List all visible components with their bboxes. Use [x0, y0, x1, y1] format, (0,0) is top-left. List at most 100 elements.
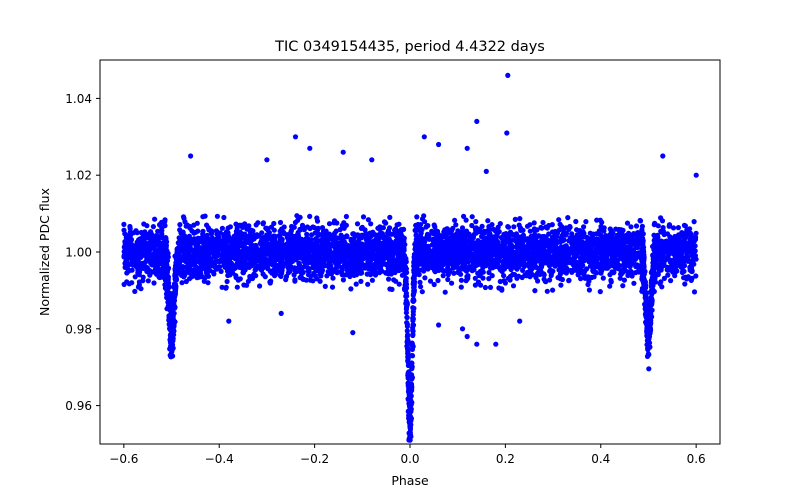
data-point	[389, 286, 395, 292]
data-point	[376, 265, 382, 271]
data-point	[462, 239, 468, 245]
data-point	[419, 261, 425, 267]
data-point	[218, 257, 224, 263]
data-point	[666, 265, 672, 272]
data-point	[550, 229, 556, 235]
data-point	[473, 240, 479, 247]
data-point	[476, 273, 482, 279]
data-point	[349, 244, 355, 250]
data-point	[248, 243, 254, 249]
data-point	[350, 270, 357, 276]
data-point	[583, 219, 589, 225]
data-point	[331, 220, 337, 226]
data-point	[449, 280, 455, 286]
data-point	[206, 267, 212, 273]
data-point	[631, 258, 637, 264]
data-point	[159, 219, 165, 225]
data-point	[644, 334, 651, 340]
data-point	[691, 261, 697, 267]
data-point	[631, 280, 637, 286]
data-point	[124, 270, 130, 276]
data-point	[414, 265, 420, 271]
data-point	[507, 255, 514, 261]
data-point	[146, 250, 152, 256]
data-point	[691, 289, 698, 295]
data-point	[472, 282, 478, 288]
data-point	[558, 282, 564, 288]
data-point	[295, 217, 301, 223]
data-point	[429, 263, 435, 269]
data-point	[449, 247, 455, 254]
data-point	[464, 276, 470, 282]
data-point	[639, 228, 645, 234]
data-point	[403, 287, 409, 293]
data-point	[578, 276, 584, 282]
data-point	[122, 249, 128, 255]
data-point	[398, 227, 404, 233]
data-point	[387, 225, 393, 231]
data-point	[675, 238, 681, 244]
data-point	[560, 231, 566, 237]
data-point	[365, 259, 371, 265]
data-point	[401, 266, 408, 272]
data-point	[157, 274, 163, 281]
data-points	[121, 72, 699, 443]
data-point	[395, 255, 401, 261]
data-point	[315, 227, 321, 233]
data-point	[386, 276, 392, 282]
data-point	[416, 272, 422, 278]
data-point	[489, 222, 495, 228]
data-point	[405, 332, 411, 338]
data-point	[466, 251, 472, 257]
data-point	[675, 225, 682, 231]
data-point	[234, 284, 240, 290]
data-point	[369, 277, 375, 283]
data-point	[249, 248, 255, 254]
data-point	[257, 240, 263, 246]
data-point	[581, 272, 587, 278]
data-point	[234, 245, 240, 251]
data-point	[611, 270, 617, 276]
data-point	[145, 278, 151, 284]
data-point	[593, 239, 599, 245]
data-point	[333, 247, 339, 254]
data-point	[314, 218, 321, 224]
data-point	[150, 224, 156, 230]
data-point	[143, 241, 149, 247]
data-point	[405, 345, 411, 351]
data-point	[343, 213, 349, 220]
data-point	[151, 251, 157, 257]
data-point	[423, 244, 429, 250]
data-point	[313, 268, 319, 274]
data-point	[461, 213, 467, 219]
data-point	[501, 273, 507, 279]
data-point	[322, 244, 328, 250]
data-point	[479, 246, 485, 253]
data-point	[437, 246, 443, 252]
data-point	[329, 284, 336, 290]
data-point	[387, 214, 393, 220]
data-point	[434, 228, 441, 234]
data-point	[483, 257, 489, 263]
data-point	[533, 273, 539, 279]
data-point	[662, 257, 668, 263]
data-point	[367, 234, 373, 240]
data-point	[668, 278, 674, 284]
data-point	[684, 276, 690, 282]
data-point	[295, 232, 301, 238]
data-point	[606, 247, 612, 253]
data-point	[452, 217, 458, 223]
data-point	[214, 266, 220, 272]
data-point	[130, 230, 136, 236]
data-point	[233, 221, 239, 227]
data-point	[211, 254, 217, 260]
data-point	[200, 264, 206, 271]
data-point	[172, 277, 179, 283]
data-point	[337, 227, 343, 233]
data-point	[559, 276, 566, 283]
data-point	[343, 249, 349, 255]
data-point	[556, 267, 562, 273]
data-point	[527, 228, 533, 234]
data-point	[469, 222, 475, 229]
